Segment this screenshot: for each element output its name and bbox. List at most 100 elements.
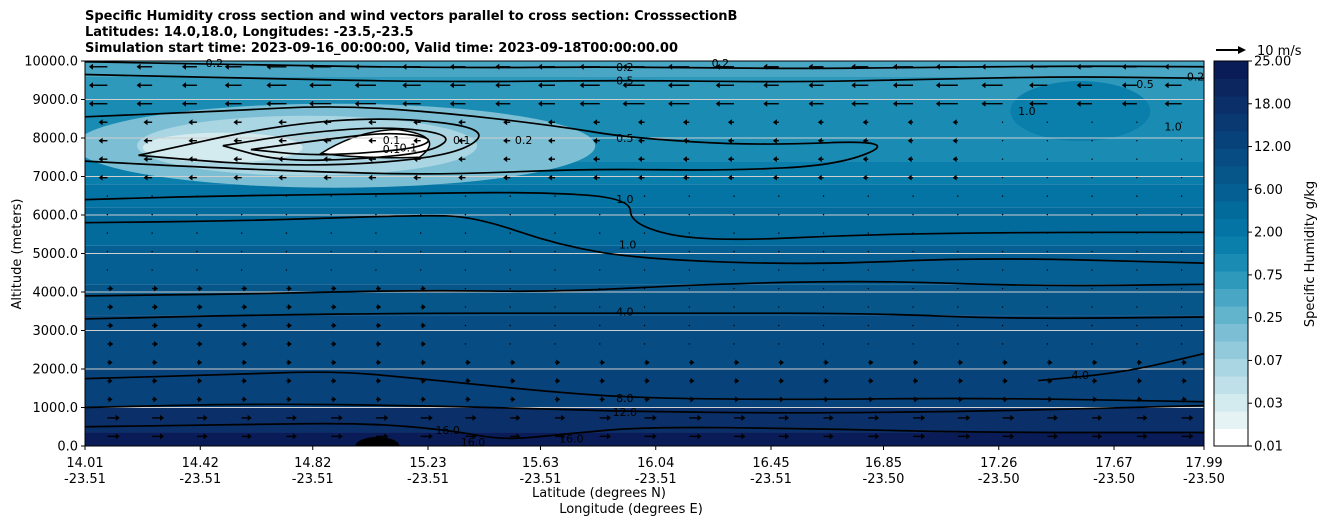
wind-vector: [510, 414, 521, 421]
wind-vector: [465, 396, 471, 403]
wind-vector: [1076, 100, 1093, 107]
humidity-band-3: [85, 315, 1204, 369]
wind-vector-head: [458, 137, 463, 144]
wind-vector: [233, 119, 242, 126]
wind-vector: [1001, 343, 1004, 345]
wind-vector: [599, 269, 601, 271]
wind-vector-head: [1003, 377, 1008, 384]
wind-vector-head: [652, 414, 657, 421]
wind-vector: [151, 232, 153, 234]
wind-vector: [1180, 158, 1183, 160]
wind-vector: [330, 269, 332, 271]
wind-vector: [1136, 433, 1148, 440]
wind-vector: [912, 343, 914, 345]
wind-vector: [509, 324, 511, 327]
wind-vector-head: [1003, 359, 1008, 366]
wind-vector-head: [354, 82, 359, 89]
wind-vector: [1047, 359, 1053, 366]
wind-vector: [143, 174, 153, 181]
wind-vector: [196, 213, 198, 216]
contour-label: 0.2: [616, 61, 634, 74]
wind-vector: [554, 324, 556, 327]
wind-vector: [763, 100, 779, 107]
wind-vector-head: [98, 119, 103, 126]
title-line-2: Latitudes: 14.0,18.0, Longitudes: -23.5,…: [85, 25, 414, 40]
wind-vector: [286, 359, 292, 366]
wind-vector: [733, 306, 735, 308]
wind-vector: [763, 82, 779, 89]
wind-vector: [643, 213, 646, 216]
wind-vector: [1091, 139, 1093, 142]
wind-vector: [196, 269, 198, 271]
wind-vector-head: [914, 359, 919, 366]
wind-vector-head: [735, 359, 740, 366]
contour-4.0: [85, 312, 1204, 320]
wind-vector-head: [466, 396, 471, 403]
wind-vector-head: [600, 359, 605, 366]
wind-vector: [286, 377, 292, 384]
wind-vector: [107, 377, 113, 384]
wind-vector: [1047, 433, 1058, 440]
wind-vector: [331, 322, 337, 329]
wind-vector-head: [851, 82, 856, 89]
wind-vector: [368, 119, 376, 126]
wind-vector: [330, 232, 332, 234]
contour-label: 8.0: [616, 392, 634, 405]
wind-vector-head: [402, 100, 407, 107]
wind-vector: [778, 250, 780, 253]
wind-vector: [449, 100, 466, 107]
x-axis-label-2: Longitude (degrees E): [559, 502, 703, 517]
wind-vector: [643, 343, 646, 345]
wind-vector: [182, 100, 197, 107]
wind-vector-head: [921, 433, 926, 440]
contour-label: 0.5: [616, 132, 634, 145]
wind-vector: [368, 137, 376, 144]
colorbar-segment: [1214, 183, 1248, 202]
wind-vector-head: [503, 174, 508, 181]
wind-vector: [323, 174, 332, 181]
wind-vector: [1001, 324, 1004, 327]
quiver-key-label: 10 m/s: [1257, 44, 1302, 59]
wind-vector: [1136, 287, 1138, 290]
wind-vector: [1180, 121, 1183, 123]
wind-vector: [510, 377, 516, 384]
wind-vector-head: [159, 433, 164, 440]
x-tick-label-lat: 17.26: [980, 456, 1017, 471]
wind-vector-head: [907, 174, 912, 181]
wind-vector: [375, 285, 382, 292]
wind-vector-head: [198, 285, 203, 292]
wind-vector: [554, 195, 556, 197]
wind-vector: [1046, 195, 1049, 197]
wind-vector: [733, 343, 735, 345]
title-line-1: Specific Humidity cross section and wind…: [85, 9, 738, 24]
wind-vector: [957, 306, 959, 308]
wind-vector: [1001, 158, 1004, 160]
wind-vector-head: [466, 377, 471, 384]
wind-vector: [1180, 269, 1183, 271]
wind-vector: [912, 306, 914, 308]
wind-vector-head: [108, 377, 113, 384]
wind-vector: [733, 287, 735, 290]
wind-vector-head: [959, 359, 964, 366]
contour-label: 0.2: [515, 134, 533, 147]
contour-label: 0.2: [1187, 70, 1205, 83]
wind-vector: [1181, 377, 1187, 384]
wind-vector: [420, 250, 422, 253]
wind-vector: [1136, 269, 1138, 271]
wind-vector-head: [1093, 377, 1098, 384]
wind-vector: [1136, 195, 1138, 197]
wind-vector: [688, 306, 690, 308]
wind-vector: [285, 232, 288, 234]
wind-vector-head: [466, 359, 471, 366]
wind-vector-head: [136, 63, 141, 70]
wind-vector: [778, 195, 780, 197]
wind-vector: [464, 195, 467, 197]
wind-vector-head: [952, 174, 957, 181]
wind-vector: [1136, 343, 1138, 345]
wind-vector-head: [817, 137, 822, 144]
wind-vector: [241, 304, 248, 311]
wind-vector-head: [377, 285, 382, 292]
wind-vector-head: [287, 377, 292, 384]
wind-vector: [420, 232, 422, 234]
humidity-band-4: [85, 284, 1204, 316]
